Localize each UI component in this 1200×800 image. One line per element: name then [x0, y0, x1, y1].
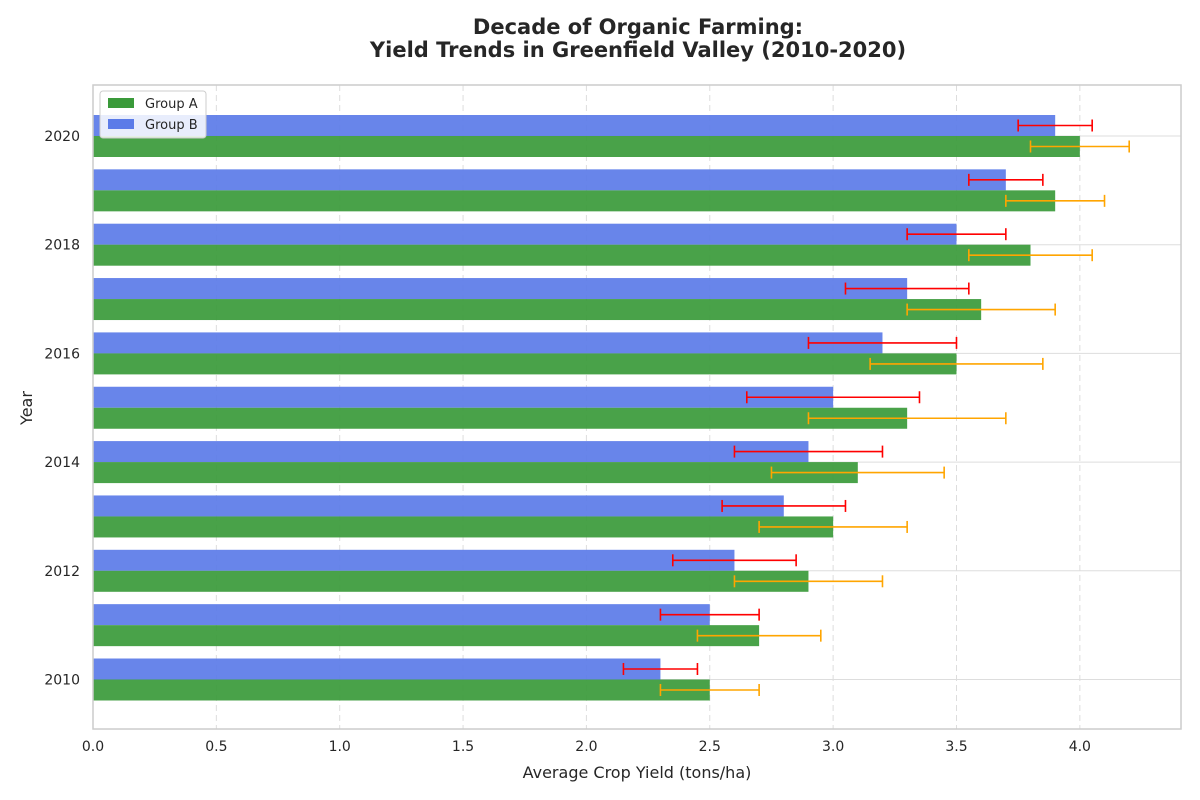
bar-group-a-2020	[93, 136, 1080, 157]
legend-label-group-a: Group A	[145, 97, 198, 112]
y-tick-labels: 2010 2012 2014 2016 2018 2020	[44, 129, 80, 689]
bar-group-b-2014	[93, 441, 809, 463]
error-bar-group-a-2014	[770, 466, 945, 479]
bar-group-b-2012	[93, 549, 735, 571]
chart-title-line-2: Yield Trends in Greenfield Valley (2010-…	[369, 38, 906, 62]
x-tick-label: 0.0	[82, 739, 104, 755]
legend-swatch-group-b	[108, 119, 134, 129]
bar-group-a-2013	[93, 516, 834, 538]
error-bar-group-b-2013	[721, 499, 847, 512]
error-bar-group-b-2014	[733, 445, 884, 458]
x-tick-label: 2.0	[575, 739, 597, 755]
bars	[93, 115, 1080, 701]
bar-group-b-2020	[93, 115, 1056, 136]
x-axis-label: Average Crop Yield (tons/ha)	[523, 763, 752, 782]
error-bar-group-b-2010	[622, 663, 699, 675]
bar-group-b-2010	[93, 658, 661, 680]
legend-swatch-group-a	[108, 98, 134, 108]
bar-group-b-2018	[93, 223, 957, 245]
bar-group-a-2019	[93, 190, 1056, 212]
legend-label-group-b: Group B	[145, 118, 198, 133]
x-tick-label: 0.5	[205, 739, 227, 755]
error-bar-group-a-2013	[758, 520, 908, 533]
error-bar-group-b-2011	[659, 608, 760, 621]
error-bar-group-a-2019	[1005, 194, 1106, 207]
y-axis-label: Year	[17, 391, 36, 426]
y-tick-label: 2012	[44, 564, 80, 580]
error-bar-group-a-2017	[906, 303, 1056, 316]
error-bar-group-a-2018	[968, 249, 1093, 262]
error-bar-group-b-2015	[745, 391, 921, 404]
y-tick-label: 2020	[44, 129, 80, 145]
legend: Group A Group B	[99, 90, 207, 139]
error-bar-group-b-2018	[906, 228, 1007, 241]
y-tick-label: 2014	[44, 455, 80, 471]
bar-group-a-2012	[93, 570, 809, 592]
x-tick-labels: 0.0 0.5 1.0 1.5 2.0 2.5 3.0 3.5 4.0	[82, 739, 1091, 755]
bar-group-a-2015	[93, 407, 908, 429]
bar-group-b-2016	[93, 332, 883, 354]
bar-group-a-2011	[93, 625, 760, 647]
bar-group-b-2015	[93, 386, 834, 408]
error-bar-group-b-2016	[807, 336, 958, 349]
bar-group-a-2010	[93, 679, 710, 701]
x-tick-label: 1.0	[329, 739, 351, 755]
x-tick-label: 3.0	[822, 739, 844, 755]
chart-title-line-1: Decade of Organic Farming:	[473, 15, 803, 39]
bar-group-a-2017	[93, 299, 982, 321]
plot-frame	[92, 84, 1182, 730]
error-bar-group-b-2019	[968, 173, 1044, 186]
error-bars	[622, 119, 1130, 696]
x-tick-label: 2.5	[699, 739, 721, 755]
bar-group-b-2017	[93, 278, 908, 300]
error-bar-group-a-2016	[869, 357, 1044, 370]
error-bar-group-a-2020	[1029, 140, 1130, 153]
x-tick-label: 1.5	[452, 739, 474, 755]
error-bar-group-a-2011	[696, 629, 822, 642]
x-tick-label: 4.0	[1069, 739, 1091, 755]
bar-group-a-2018	[93, 244, 1031, 266]
bar-group-b-2013	[93, 495, 784, 517]
error-bar-group-b-2020	[1017, 119, 1093, 132]
error-bar-group-b-2017	[844, 282, 970, 295]
bar-group-b-2019	[93, 169, 1006, 191]
x-tick-label: 3.5	[945, 739, 967, 755]
y-tick-label: 2016	[44, 346, 80, 362]
bar-group-b-2011	[93, 604, 710, 626]
error-bar-group-a-2010	[659, 684, 760, 696]
y-tick-label: 2010	[44, 673, 80, 689]
bar-group-a-2016	[93, 353, 957, 375]
error-bar-group-b-2012	[671, 554, 797, 567]
error-bar-group-a-2012	[733, 575, 884, 588]
error-bar-group-a-2015	[807, 412, 1007, 425]
y-tick-label: 2018	[44, 238, 80, 254]
bar-group-a-2014	[93, 462, 858, 484]
